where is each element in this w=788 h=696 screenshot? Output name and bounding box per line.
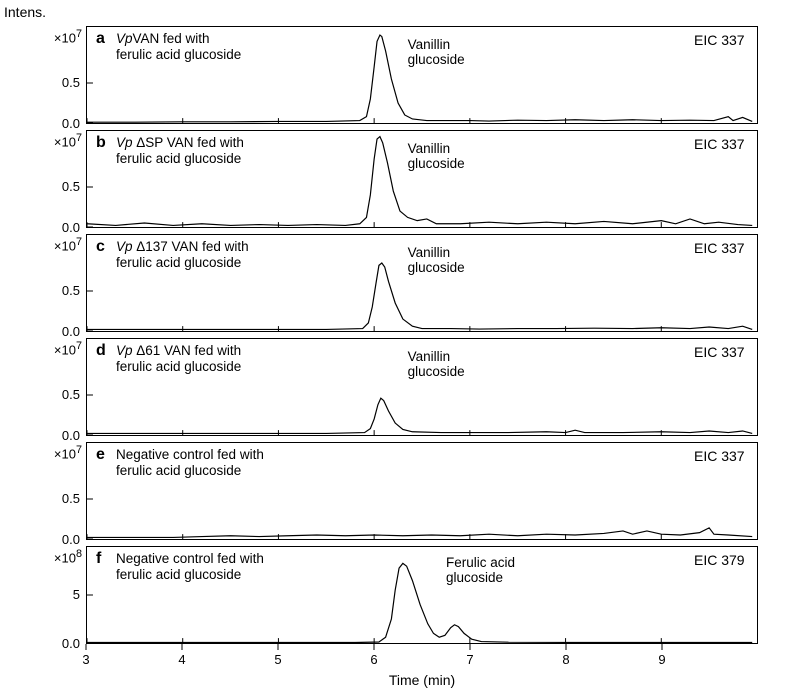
peak-label: Vanillin glucoside [408, 246, 465, 276]
peak-label: Vanillin glucoside [408, 350, 465, 380]
eic-label: EIC 337 [694, 240, 745, 256]
y-tick-label: 0.5 [50, 387, 80, 402]
y-tick-label: 0.5 [50, 179, 80, 194]
x-tick-label: 7 [460, 652, 480, 667]
x-tick-label: 4 [172, 652, 192, 667]
eic-label: EIC 379 [694, 552, 745, 568]
panel-letter: a [96, 30, 105, 48]
y-tick-label: 0.5 [50, 491, 80, 506]
panel-letter: f [96, 550, 101, 568]
peak-label: Vanillin glucoside [408, 38, 465, 68]
panel-letter: c [96, 238, 105, 256]
eic-label: EIC 337 [694, 448, 745, 464]
y-exponent: ×107 [36, 340, 82, 357]
y-tick-label: 0.0 [50, 532, 80, 547]
y-tick-label: 0.0 [50, 220, 80, 235]
y-tick-label: 5 [50, 587, 80, 602]
y-tick-label: 0.0 [50, 428, 80, 443]
panel-title: Vp Δ61 VAN fed with ferulic acid glucosi… [116, 343, 241, 374]
peak-label: Vanillin glucoside [408, 142, 465, 172]
panel-letter: d [96, 342, 106, 360]
eic-label: EIC 337 [694, 32, 745, 48]
y-exponent: ×108 [36, 548, 82, 565]
y-axis-label: Intens. [4, 4, 46, 20]
y-tick-label: 0.0 [50, 116, 80, 131]
x-tick-label: 3 [76, 652, 96, 667]
panel-title: Negative control fed with ferulic acid g… [116, 447, 264, 478]
chromatogram-figure: Intens. a VpVAN fed with ferulic acid glu… [0, 0, 788, 696]
y-exponent: ×107 [36, 28, 82, 45]
y-exponent: ×107 [36, 236, 82, 253]
x-tick-label: 6 [364, 652, 384, 667]
peak-label: Ferulic acid glucoside [446, 556, 515, 586]
x-tick-label: 5 [268, 652, 288, 667]
panel-title: Vp ΔSP VAN fed with ferulic acid glucosi… [116, 135, 244, 166]
x-axis-label: Time (min) [382, 672, 462, 688]
y-tick-label: 0.5 [50, 283, 80, 298]
y-tick-label: 0.0 [50, 636, 80, 651]
eic-label: EIC 337 [694, 136, 745, 152]
panel-title: Negative control fed with ferulic acid g… [116, 551, 264, 582]
panel-letter: b [96, 134, 106, 152]
panel-title: Vp Δ137 VAN fed with ferulic acid glucos… [116, 239, 249, 270]
y-exponent: ×107 [36, 444, 82, 461]
panel-letter: e [96, 446, 105, 464]
y-exponent: ×107 [36, 132, 82, 149]
eic-label: EIC 337 [694, 344, 745, 360]
y-tick-label: 0.5 [50, 75, 80, 90]
y-tick-label: 0.0 [50, 324, 80, 339]
x-tick-label: 8 [556, 652, 576, 667]
panel-title: VpVAN fed with ferulic acid glucoside [116, 31, 241, 62]
x-tick-label: 9 [652, 652, 672, 667]
